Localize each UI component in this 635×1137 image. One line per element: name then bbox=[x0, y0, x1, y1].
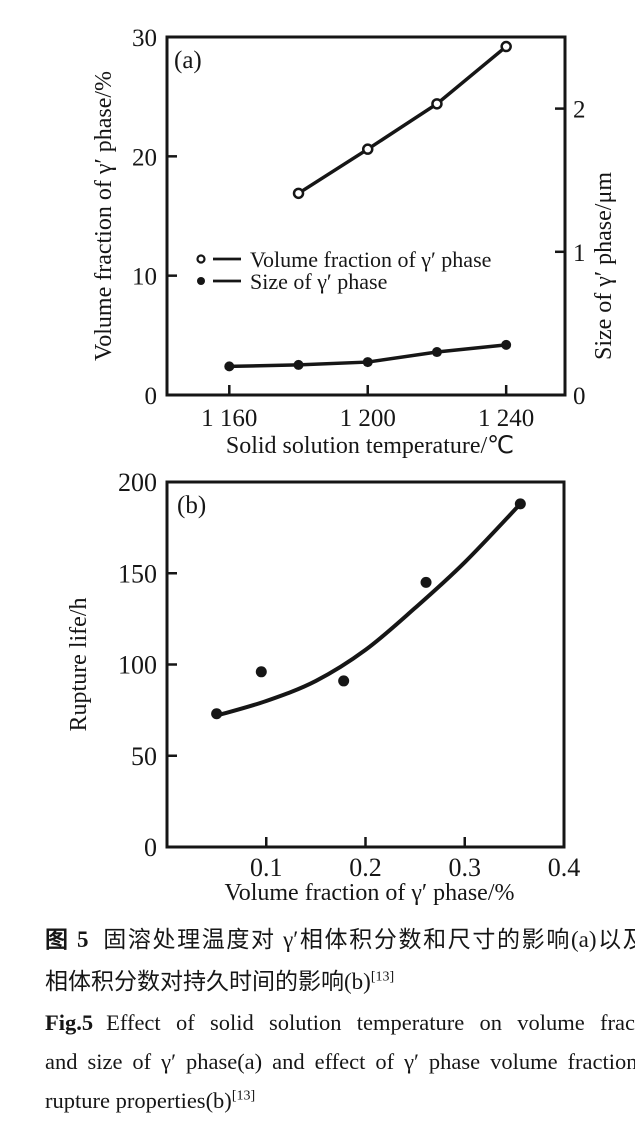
data-point-filled bbox=[293, 359, 304, 370]
caption-en: Fig.5 Effect of solid solution temperatur… bbox=[45, 1003, 635, 1120]
figure-5: 1 160 1 200 1 240 0 10 20 30 0 1 2 Solid solution … bbox=[40, 16, 635, 1121]
figure-charts: 1 160 1 200 1 240 0 10 20 30 0 1 2 Solid solution … bbox=[66, 25, 617, 906]
data-point-filled bbox=[420, 576, 432, 588]
data-point-filled bbox=[362, 357, 373, 368]
figure-caption: 图 5 固溶处理温度对 γ′相体积分数和尺寸的影响(a)以及 γ′ 相体积分数对持… bbox=[40, 919, 635, 1120]
caption-en-text1: Effect of solid solution temperature on … bbox=[106, 1010, 635, 1035]
chart-a-ylabel-right: Size of γ′ phase/μm bbox=[591, 172, 617, 360]
data-point-filled bbox=[211, 708, 223, 720]
chart-b-frame bbox=[165, 480, 566, 849]
panel-a-label: (a) bbox=[174, 47, 202, 74]
chart-a-ylabel-left: Volume fraction of γ′ phase/% bbox=[91, 71, 117, 361]
x-tick-label: 0.3 bbox=[449, 853, 482, 882]
data-point-open bbox=[361, 143, 374, 155]
x-tick-label: 1 160 bbox=[201, 405, 257, 432]
y-tick-label: 200 bbox=[118, 468, 157, 497]
caption-en-line1: Fig.5 Effect of solid solution temperatur… bbox=[45, 1003, 635, 1042]
caption-zh-label: 图 5 bbox=[45, 927, 89, 952]
data-point-filled bbox=[514, 498, 526, 510]
series-line-open-circle bbox=[296, 44, 508, 196]
chart-a-frame bbox=[165, 35, 567, 397]
caption-zh: 图 5 固溶处理温度对 γ′相体积分数和尺寸的影响(a)以及 γ′ 相体积分数对持… bbox=[45, 919, 635, 1003]
data-point-filled bbox=[224, 361, 235, 372]
caption-en-text3: rupture properties(b) bbox=[45, 1088, 232, 1113]
x-tick-label: 0.2 bbox=[349, 853, 382, 882]
chart-b-ylabel: Rupture life/h bbox=[66, 598, 92, 732]
chart-a-xlabel: Solid solution temperature/℃ bbox=[226, 433, 514, 459]
legend-marker-filled bbox=[197, 277, 205, 285]
legend-label: Size of γ′ phase bbox=[250, 269, 387, 294]
data-point-filled bbox=[255, 666, 267, 678]
y-tick-label-left: 0 bbox=[145, 383, 158, 410]
data-point-filled bbox=[431, 347, 442, 358]
caption-en-line2: and size of γ′ phase(a) and effect of γ′… bbox=[45, 1042, 635, 1081]
caption-en-text2: and size of γ′ phase(a) and effect of γ′… bbox=[45, 1049, 635, 1074]
data-point-open bbox=[431, 98, 443, 110]
x-tick-label: 0.4 bbox=[548, 853, 581, 882]
y-tick-label: 100 bbox=[118, 651, 157, 680]
caption-zh-text1: 固溶处理温度对 γ′相体积分数和尺寸的影响(a)以及 γ′ bbox=[101, 927, 635, 952]
data-point-filled bbox=[338, 675, 350, 687]
caption-zh-ref: [13] bbox=[370, 969, 395, 985]
data-point-open bbox=[500, 40, 512, 53]
chart-b-xlabel: Volume fraction of γ′ phase/% bbox=[224, 880, 514, 906]
data-point-filled bbox=[501, 339, 512, 350]
caption-en-ref: [13] bbox=[231, 1088, 256, 1104]
y-tick-label: 0 bbox=[144, 833, 157, 862]
caption-en-label: Fig.5 bbox=[45, 1010, 94, 1035]
y-tick-label-right: 2 bbox=[573, 97, 586, 124]
y-tick-label: 50 bbox=[131, 742, 157, 771]
caption-zh-line1: 图 5 固溶处理温度对 γ′相体积分数和尺寸的影响(a)以及 γ′ bbox=[45, 919, 635, 961]
x-tick-label: 0.1 bbox=[250, 853, 283, 882]
x-tick-label: 1 240 bbox=[478, 405, 534, 432]
y-tick-label-right: 0 bbox=[573, 383, 586, 410]
data-point-open bbox=[292, 187, 305, 200]
chart-a: 1 160 1 200 1 240 0 10 20 30 0 1 2 Solid solution … bbox=[91, 25, 617, 459]
y-tick-label-left: 30 bbox=[132, 25, 157, 52]
fit-curve bbox=[214, 501, 523, 718]
x-tick-label: 1 200 bbox=[340, 405, 396, 432]
y-tick-label-left: 20 bbox=[132, 144, 157, 171]
y-tick-label-right: 1 bbox=[573, 240, 586, 267]
panel-b-label: (b) bbox=[177, 492, 206, 519]
y-tick-label: 150 bbox=[118, 559, 157, 588]
legend-label: Volume fraction of γ′ phase bbox=[250, 247, 491, 272]
caption-en-line3: rupture properties(b)[13] bbox=[45, 1081, 635, 1120]
caption-zh-line2: 相体积分数对持久时间的影响(b)[13] bbox=[45, 961, 635, 1003]
caption-zh-text2: 相体积分数对持久时间的影响(b) bbox=[45, 969, 371, 994]
chart-b: 0.1 0.2 0.3 0.4 0 50 100 150 200 Volume fraction … bbox=[66, 468, 580, 906]
legend-marker-open bbox=[196, 254, 206, 264]
y-tick-label-left: 10 bbox=[132, 264, 157, 291]
